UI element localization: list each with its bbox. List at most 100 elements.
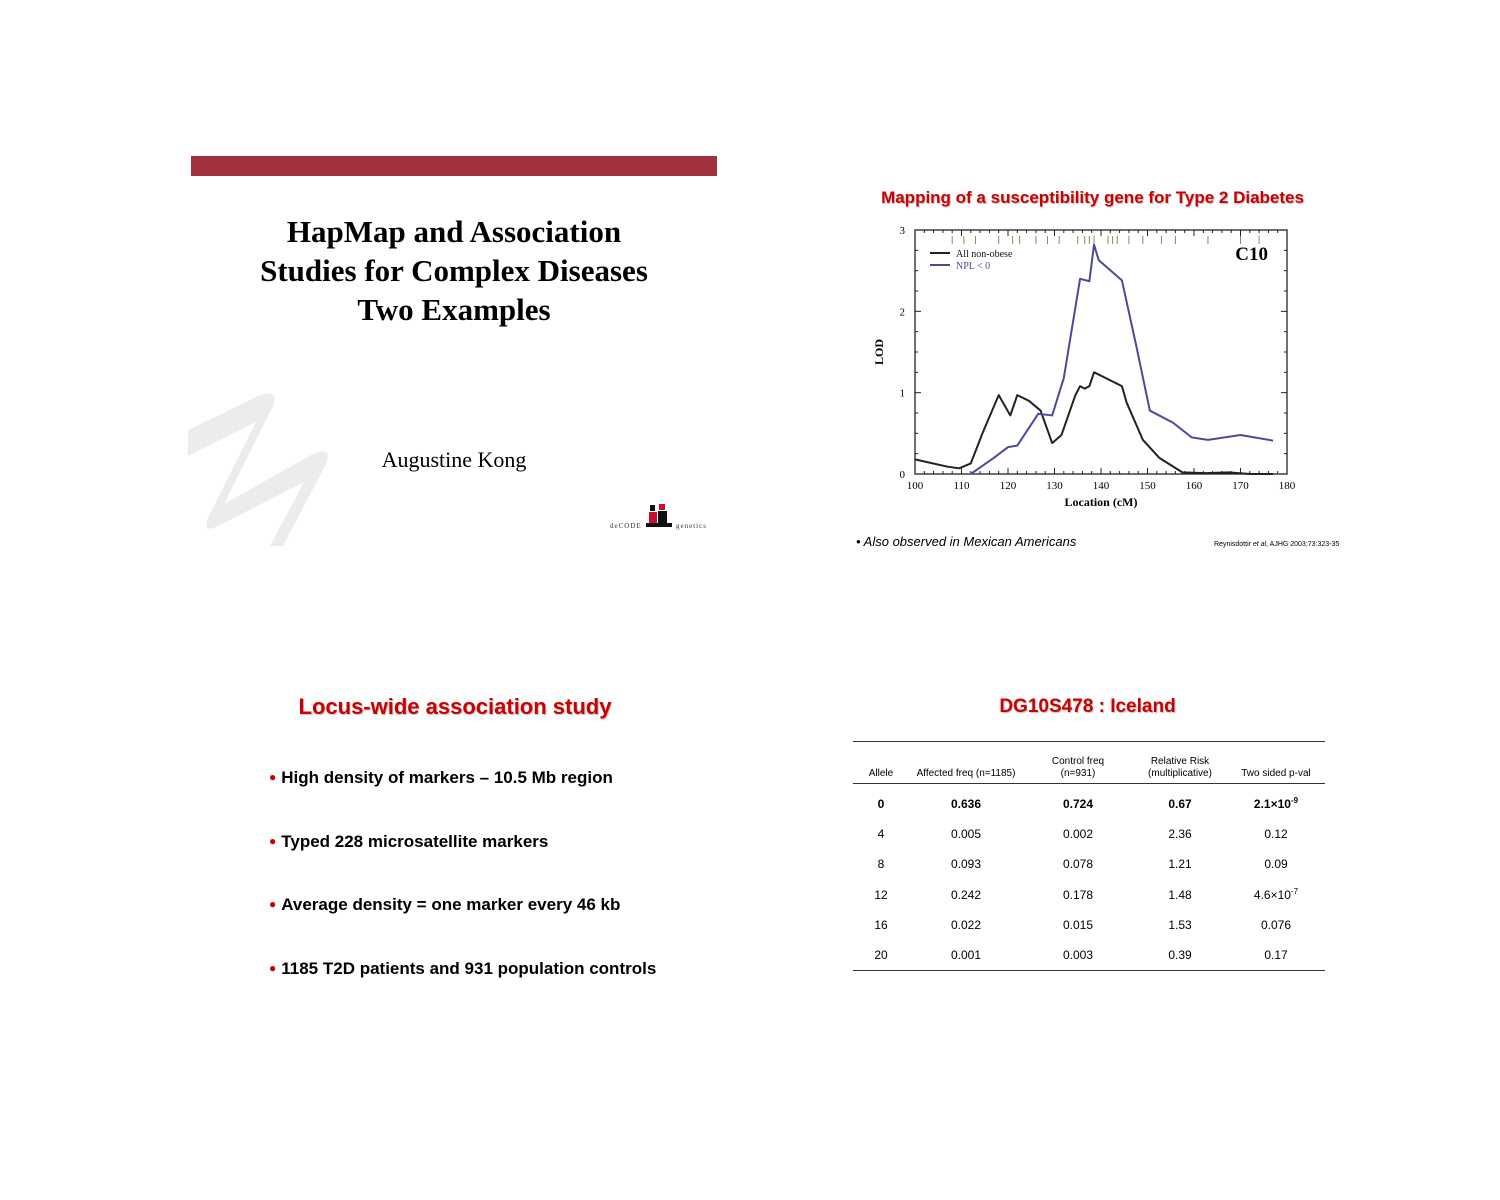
cell-allele: 16: [874, 917, 888, 932]
y-axis: 0 1 2 3: [900, 225, 1287, 481]
bullet-text: 1185 T2D patients and 931 population con…: [281, 959, 657, 978]
observation-note: • Also observed in Mexican Americans: [856, 534, 1077, 549]
slide-locus-study: Locus-wide association study ● High densi…: [255, 680, 715, 1000]
citation-author: Reynisdottir: [1214, 541, 1253, 548]
cell-allele: 8: [877, 857, 885, 872]
citation-journal: , AJHG 2003;73:323-35: [1266, 541, 1340, 548]
title-line-3: Two Examples: [357, 292, 551, 327]
slide-allele-table: DG10S478 : Iceland Allele Affected freq …: [850, 680, 1330, 980]
chart-series: [914, 243, 1274, 475]
cell-pvalue: 0.12: [1264, 827, 1288, 842]
legend-label: All non-obese: [956, 249, 1013, 260]
title-line-2: Studies for Complex Diseases: [260, 253, 648, 288]
cell-pvalue: 0.076: [1260, 917, 1292, 932]
legend-label: NPL < 0: [956, 261, 990, 272]
table-row: 0 0.636 0.724 0.67 2.1×10-9: [853, 784, 1325, 820]
header-pvalue: Two sided p-val: [1241, 768, 1311, 779]
cell-allele: 12: [874, 887, 888, 902]
cell-allele: 0: [877, 797, 885, 812]
cell-rr: 1.53: [1168, 917, 1192, 932]
x-axis: 100 110 120 130 140 150 160 170 180: [907, 230, 1296, 492]
cell-affected: 0.001: [950, 948, 982, 963]
cell-affected: 0.022: [950, 917, 982, 932]
slide4-title: DG10S478 : Iceland: [999, 696, 1176, 717]
figures-logo-icon: [646, 504, 672, 527]
table-row: 8 0.093 0.078 1.21 0.09: [853, 849, 1325, 879]
x-tick-label: 170: [1232, 480, 1249, 492]
x-tick-label: 180: [1279, 480, 1296, 492]
allele-frequency-table: Allele Affected freq (n=1185) Control fr…: [853, 741, 1325, 971]
table-header-row: Allele Affected freq (n=1185) Control fr…: [853, 741, 1325, 784]
bullet-item: ● 1185 T2D patients and 931 population co…: [269, 959, 656, 979]
y-tick-label: 1: [900, 388, 906, 400]
x-tick-label: 110: [953, 480, 970, 492]
slide-title: HapMap and Association Studies for Compl…: [188, 150, 720, 550]
table-row: 20 0.001 0.003 0.39 0.17: [853, 940, 1325, 971]
cell-rr: 2.36: [1168, 827, 1192, 842]
title-line-1: HapMap and Association: [286, 214, 622, 249]
bullet-text: Average density = one marker every 46 kb: [281, 895, 621, 914]
bullet-text: High density of markers – 10.5 Mb region: [281, 768, 613, 787]
cell-control: 0.178: [1062, 887, 1094, 902]
cell-pvalue: 0.09: [1264, 857, 1288, 872]
y-tick-label: 0: [900, 469, 906, 481]
bullet-dot-icon: ●: [269, 834, 277, 848]
y-axis-label: LOD: [872, 339, 886, 365]
y-tick-label: 2: [900, 306, 906, 318]
bullet-dot-icon: ●: [269, 897, 277, 911]
x-tick-label: 120: [1000, 480, 1017, 492]
logo-right-word: genetics: [676, 522, 707, 530]
bullet-dot-icon: ●: [269, 770, 277, 784]
cell-affected: 0.093: [950, 857, 982, 872]
cell-control: 0.724: [1062, 797, 1094, 812]
author-name: Augustine Kong: [381, 447, 527, 472]
cell-rr: 1.48: [1168, 887, 1192, 902]
bullet-text: Typed 228 microsatellite markers: [281, 832, 549, 851]
cell-control: 0.002: [1062, 827, 1094, 842]
marker-ticks: [951, 236, 1260, 244]
x-tick-label: 100: [907, 480, 924, 492]
cell-affected: 0.242: [950, 887, 982, 902]
slide2-title: Mapping of a susceptibility gene for Typ…: [881, 188, 1304, 207]
cell-rr: 1.21: [1168, 857, 1192, 872]
logo-left-word: deCODE: [610, 522, 642, 530]
cell-pvalue: 2.1×10-9: [1253, 796, 1299, 812]
panel-label: C10: [1235, 244, 1268, 265]
citation: Reynisdottir et al, AJHG 2003;73:323-35: [1214, 541, 1339, 548]
cell-allele: 20: [874, 948, 888, 963]
bullet-item: ● High density of markers – 10.5 Mb regio…: [269, 768, 613, 788]
bullet-item: ● Average density = one marker every 46 k…: [269, 895, 620, 915]
cell-control: 0.003: [1062, 948, 1094, 963]
cell-allele: 4: [877, 827, 885, 842]
table-row: 12 0.242 0.178 1.48 4.6×10-7: [853, 880, 1325, 910]
header-affected: Affected freq (n=1185): [916, 768, 1016, 779]
header-control: Control freq (n=931): [1051, 756, 1105, 779]
cell-pvalue: 4.6×10-7: [1253, 886, 1299, 902]
cell-control: 0.015: [1062, 917, 1094, 932]
x-tick-label: 140: [1093, 480, 1110, 492]
slide3-title: Locus-wide association study: [298, 694, 612, 719]
header-relative-risk: Relative Risk (multiplicative): [1148, 756, 1212, 779]
cell-affected: 0.636: [950, 797, 982, 812]
x-axis-label: Location (cM): [1065, 495, 1138, 509]
slide-mapping: Mapping of a susceptibility gene for Typ…: [850, 150, 1355, 560]
bullet-dot-icon: ●: [269, 961, 277, 975]
y-tick-label: 3: [900, 225, 906, 237]
bullet-item: ● Typed 228 microsatellite markers: [269, 832, 548, 852]
x-tick-label: 150: [1139, 480, 1156, 492]
citation-etal: et al: [1252, 541, 1267, 548]
swoosh-logo-icon: [188, 393, 328, 546]
slide1-title: HapMap and Association Studies for Compl…: [188, 212, 720, 329]
x-tick-label: 130: [1046, 480, 1063, 492]
title-bar: [191, 156, 717, 176]
series-line: [914, 371, 1274, 475]
decode-genetics-logo: deCODE genetics: [608, 500, 723, 532]
cell-pvalue: 0.17: [1264, 948, 1288, 963]
cell-control: 0.078: [1062, 857, 1094, 872]
cell-affected: 0.005: [950, 827, 982, 842]
cell-rr: 0.39: [1168, 948, 1192, 963]
table-row: 4 0.005 0.002 2.36 0.12: [853, 819, 1325, 849]
header-allele: Allele: [868, 768, 894, 779]
cell-rr: 0.67: [1168, 797, 1192, 812]
